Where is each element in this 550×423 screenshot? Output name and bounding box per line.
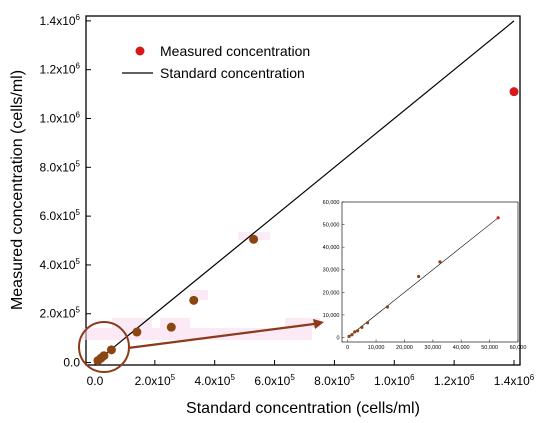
y-tick-label: 0.0 [63, 356, 80, 370]
main-tick-labels: 0.0 2.0x105 4.0x105 6.0x105 8.0x105 1.0x106 1.… [40, 13, 535, 388]
inset-y-tick-label: 10,000 [323, 313, 340, 319]
inset-y-tick-label: 0 [336, 335, 339, 341]
standard-concentration-line [94, 20, 515, 364]
main-series [93, 20, 519, 366]
inset-series [347, 216, 500, 338]
inset-x-tick-label: 0 [346, 345, 349, 351]
main-axes [86, 20, 515, 365]
highlight-patch [190, 290, 208, 300]
inset-x-tick-label: 30,000 [424, 345, 441, 351]
zoom-arrow-head [313, 319, 324, 329]
measured-point [166, 322, 176, 332]
y-tick-label: 6.0x105 [40, 208, 81, 223]
y-tick-label: 2.0x105 [40, 306, 81, 321]
inset-x-tick-label: 60,000 [510, 345, 527, 351]
inset-point [365, 321, 370, 325]
inset-chart: 0 0 10,000 10,000 20,000 20,000 30,000 30,000 40… [323, 200, 527, 351]
inset-point [385, 305, 390, 309]
inset-y-tick-label: 40,000 [323, 245, 340, 251]
inset-x-tick-label: 50,000 [481, 345, 498, 351]
measured-point [132, 327, 142, 337]
x-tick-label: 1.2x106 [434, 373, 475, 388]
measured-point [189, 295, 199, 305]
inset-y-tick-label: 60,000 [323, 200, 340, 206]
inset-point [438, 260, 442, 264]
x-tick-label: 0.0 [87, 374, 104, 388]
y-tick-label: 4.0x105 [40, 257, 81, 272]
highlight-patch [112, 318, 152, 328]
x-tick-label: 1.4x106 [494, 373, 535, 388]
inset-x-tick-label: 10,000 [368, 345, 385, 351]
legend-marker-measured [135, 46, 145, 56]
legend: Measured concentration Standard concentr… [122, 43, 310, 81]
legend-label-measured: Measured concentration [160, 43, 310, 59]
inset-point [417, 274, 421, 279]
inset-point [360, 325, 364, 329]
inset-point [356, 329, 360, 333]
background-highlights [82, 232, 320, 340]
inset-x-tick-label: 20,000 [396, 345, 413, 351]
highlight-patch [285, 318, 320, 328]
zoom-arrow-line [127, 322, 315, 350]
inset-y-tick-label: 30,000 [323, 268, 340, 274]
x-axis-label: Standard concentration (cells/ml) [186, 400, 420, 417]
inset-ticks: 0 0 10,000 10,000 20,000 20,000 30,000 30,000 40… [323, 200, 527, 351]
y-tick-label: 1.4x106 [40, 13, 81, 28]
inset-y-tick-label: 50,000 [323, 223, 340, 229]
x-tick-label: 8.0x105 [314, 373, 355, 388]
x-tick-label: 2.0x105 [135, 373, 176, 388]
inset-x-tick-label: 40,000 [453, 345, 470, 351]
measured-point [249, 234, 259, 244]
measured-point [106, 345, 116, 355]
measured-point [99, 351, 109, 361]
y-tick-label: 1.0x106 [40, 111, 81, 126]
y-tick-label: 1.2x106 [40, 62, 81, 77]
inset-standard-line [347, 217, 499, 338]
inset-point [496, 216, 500, 220]
plot-frame [85, 15, 521, 366]
y-axis-label: Measured concentration (cells/ml) [9, 70, 26, 310]
y-tick-label: 8.0x105 [40, 159, 81, 174]
inset-y-tick-label: 20,000 [323, 290, 340, 296]
inset-point [347, 334, 351, 338]
x-tick-label: 1.0x106 [374, 373, 415, 388]
inset-point [353, 330, 357, 334]
x-tick-label: 6.0x105 [254, 373, 295, 388]
inset-point [350, 333, 354, 337]
x-tick-label: 4.0x105 [194, 373, 235, 388]
legend-label-standard: Standard concentration [160, 65, 305, 81]
measured-point [509, 87, 519, 97]
